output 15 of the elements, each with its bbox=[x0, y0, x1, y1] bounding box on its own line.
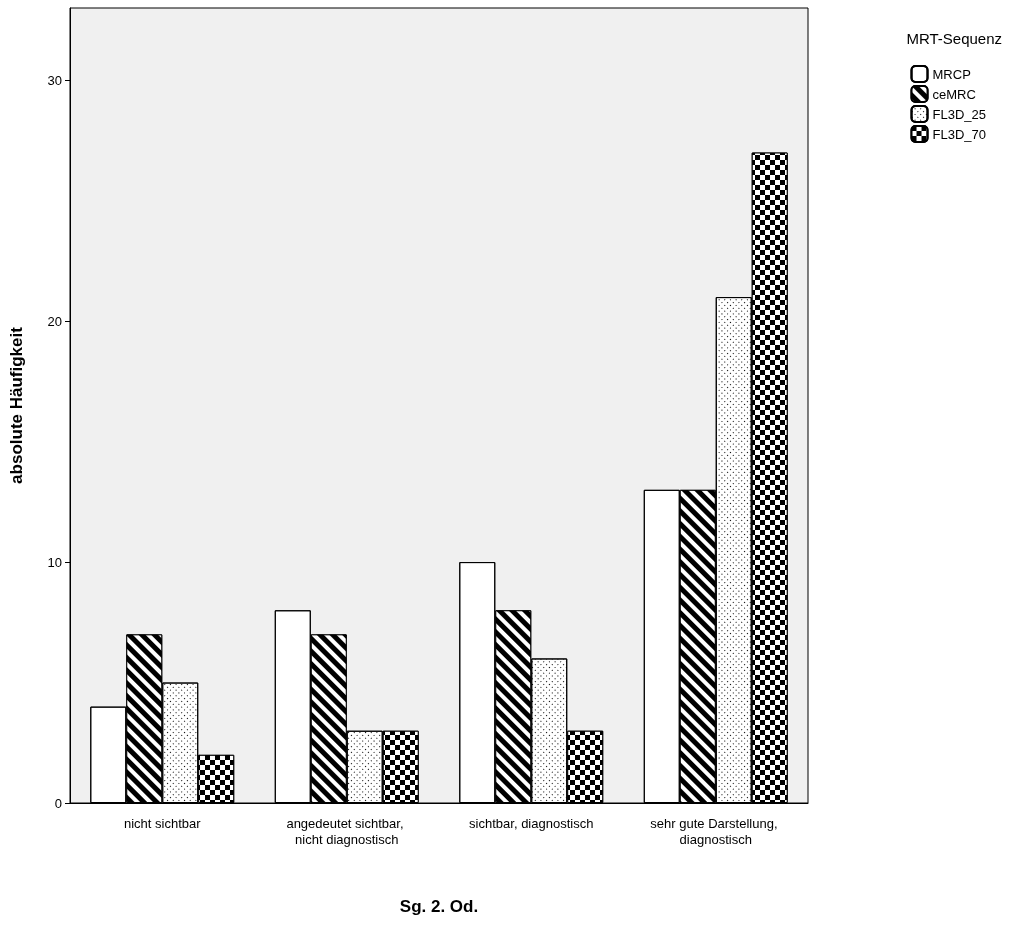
x-tick-label: sehr gute Darstellung, diagnostisch bbox=[650, 815, 782, 847]
legend-label: FL3D_70 bbox=[932, 126, 987, 142]
legend-label: FL3D_25 bbox=[932, 106, 987, 122]
x-tick-label: sichtbar, diagnostisch bbox=[469, 815, 594, 831]
legend-label: ceMRC bbox=[932, 86, 976, 102]
x-tick-label: angedeutet sichtbar, nicht diagnostisch bbox=[286, 815, 408, 847]
y-tick-label: 10 bbox=[47, 554, 62, 570]
y-tick-label: 20 bbox=[47, 313, 62, 329]
x-axis-title: Sg. 2. Od. bbox=[399, 897, 479, 916]
x-tick-label: nicht sichtbar bbox=[123, 815, 202, 831]
y-axis-title: absolute Häufigkeit bbox=[7, 326, 26, 484]
y-tick-label: 0 bbox=[54, 795, 62, 811]
legend-label: MRCP bbox=[932, 66, 971, 82]
legend-title: MRT-Sequenz bbox=[906, 30, 1003, 47]
y-tick-label: 30 bbox=[47, 72, 62, 88]
